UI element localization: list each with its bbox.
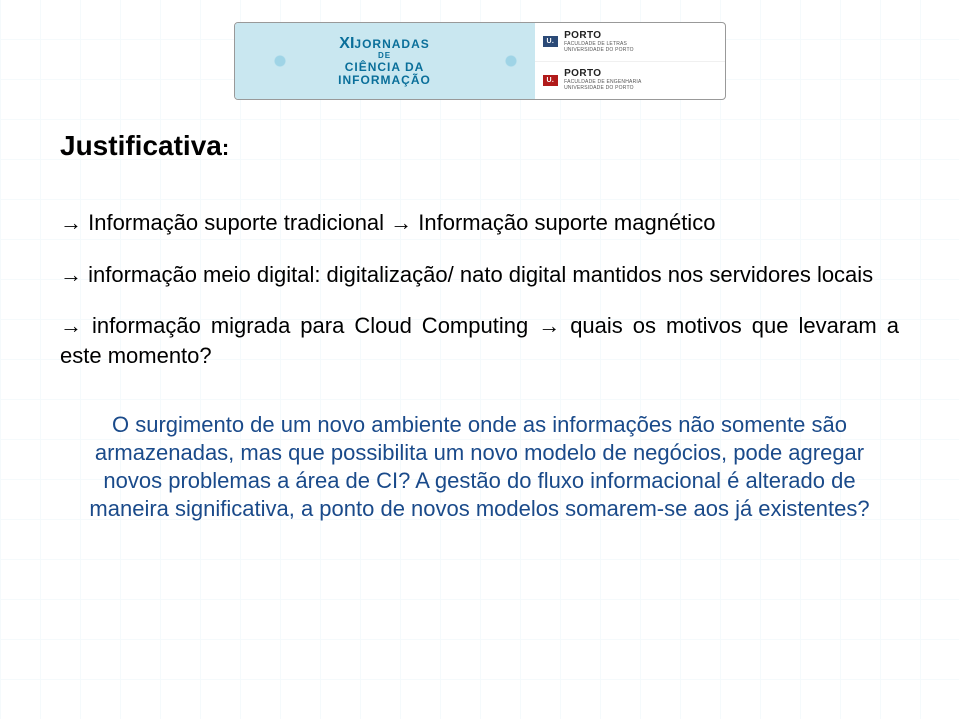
title-colon: :: [222, 135, 229, 160]
banner-line-4: INFORMAÇÃO: [338, 74, 431, 87]
body-block: → Informação suporte tradicional → Infor…: [60, 208, 899, 371]
logo-uporto-letras: U. PORTO FACULDADE DE LETRAS UNIVERSIDAD…: [535, 23, 725, 62]
callout-paragraph: O surgimento de um novo ambiente onde as…: [60, 411, 899, 524]
logo-text-block: PORTO FACULDADE DE LETRAS UNIVERSIDADE D…: [564, 31, 634, 53]
logo-badge-icon: U.: [543, 75, 559, 86]
banner-prefix: XI: [339, 35, 354, 52]
logo-sub-1: FACULDADE DE LETRAS: [564, 42, 634, 47]
slide: XIJORNADAS DE CIÊNCIA DA INFORMAÇÃO U. P…: [0, 0, 959, 719]
banner-logos: U. PORTO FACULDADE DE LETRAS UNIVERSIDAD…: [535, 23, 725, 99]
logo-uporto-engenharia: U. PORTO FACULDADE DE ENGENHARIA UNIVERS…: [535, 62, 725, 100]
logo-sub-2: UNIVERSIDADE DO PORTO: [564, 86, 641, 91]
logo-badge-icon: U.: [543, 36, 559, 47]
title-text: Justificativa: [60, 130, 222, 161]
banner-word-1: JORNADAS: [354, 37, 429, 51]
banner-line-1: XIJORNADAS: [339, 36, 429, 53]
logo-text-block: PORTO FACULDADE DE ENGENHARIA UNIVERSIDA…: [564, 69, 641, 91]
logo-brand: PORTO: [564, 69, 641, 79]
paragraph-1: → Informação suporte tradicional → Infor…: [60, 208, 899, 238]
header: XIJORNADAS DE CIÊNCIA DA INFORMAÇÃO U. P…: [234, 22, 726, 100]
paragraph-2: → informação meio digital: digitalização…: [60, 260, 899, 290]
content-area: Justificativa: → Informação suporte trad…: [60, 130, 899, 523]
logo-brand: PORTO: [564, 31, 634, 41]
banner-title-block: XIJORNADAS DE CIÊNCIA DA INFORMAÇÃO: [235, 23, 535, 99]
logo-sub-2: UNIVERSIDADE DO PORTO: [564, 48, 634, 53]
banner-line-3: CIÊNCIA DA: [345, 61, 425, 74]
event-banner: XIJORNADAS DE CIÊNCIA DA INFORMAÇÃO U. P…: [234, 22, 726, 100]
paragraph-3: → informação migrada para Cloud Computin…: [60, 311, 899, 370]
page-title: Justificativa:: [60, 130, 899, 162]
